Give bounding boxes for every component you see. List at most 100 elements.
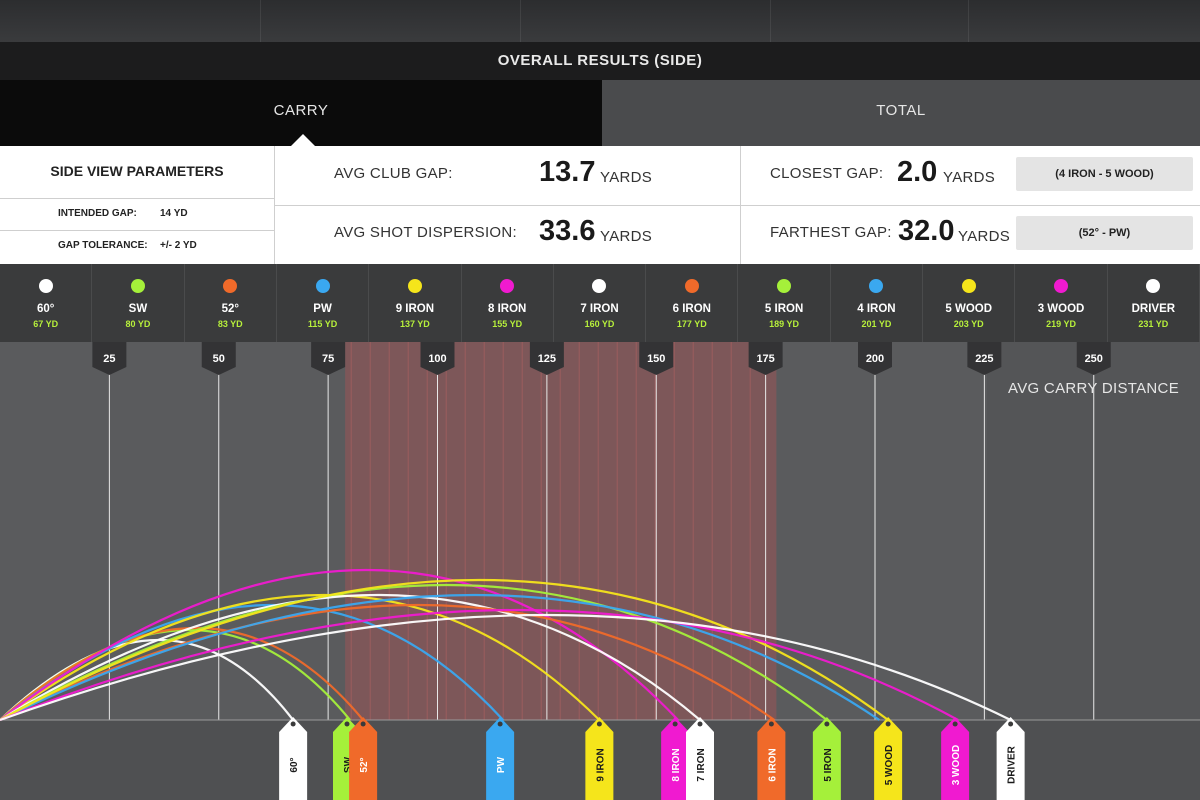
club-name: 6 IRON	[672, 303, 711, 315]
landing-tag-shape	[996, 717, 1025, 800]
club-selector-52[interactable]: 52° 83 YD	[185, 264, 277, 342]
avg-club-gap-value: 13.7	[539, 156, 596, 188]
club-selector-7-iron[interactable]: 7 IRON 160 YD	[554, 264, 647, 342]
landing-tag-hole	[360, 721, 366, 727]
landing-tag: 8 IRON	[661, 717, 690, 800]
landing-tag-label: PW	[496, 756, 507, 773]
tick-label: 200	[866, 353, 884, 365]
club-carry-distance: 189 YD	[769, 319, 800, 329]
club-selector-sw[interactable]: SW 80 YD	[92, 264, 185, 342]
landing-tag: 6 IRON	[757, 717, 786, 800]
landing-tag-shape	[585, 717, 614, 800]
tick-marker-shape	[311, 342, 346, 375]
landing-tag-label: 5 WOOD	[884, 745, 895, 786]
trajectory-9-iron	[0, 594, 601, 721]
tick-marker-shape	[639, 342, 674, 375]
tick-marker: 100	[420, 342, 455, 375]
club-name: SW	[128, 303, 148, 315]
farthest-gap-unit: YARDS	[958, 228, 1011, 245]
trajectory-4-iron	[0, 593, 880, 721]
landing-tag-label: 3 WOOD	[951, 745, 962, 786]
club-carry-distance: 115 YD	[307, 319, 338, 329]
club-color-dot	[130, 279, 145, 293]
trajectory-5-wood	[0, 578, 889, 721]
landing-tag-shape	[812, 717, 841, 800]
club-selector-5-wood[interactable]: 5 WOOD 203 YD	[923, 264, 1016, 342]
club-selector-bar: 60° 67 YD SW 80 YD 52° 83 YD PW 115 YD 9 IRON 137…	[0, 264, 1200, 342]
page-title: OVERALL RESULTS (SIDE)	[0, 42, 1200, 80]
club-selector-pw[interactable]: PW 115 YD	[277, 264, 370, 342]
club-carry-distance: 67 YD	[33, 319, 59, 329]
landing-tag: 5 WOOD	[874, 717, 903, 800]
club-carry-distance: 80 YD	[125, 319, 151, 329]
landing-tag-hole	[697, 721, 703, 727]
club-selector-driver[interactable]: DRIVER 231 YD	[1108, 264, 1200, 342]
club-color-dot	[961, 279, 976, 293]
club-name: DRIVER	[1131, 303, 1176, 315]
tick-marker: 150	[639, 342, 674, 375]
farthest-gap-label: FARTHEST GAP:	[770, 224, 892, 241]
club-name: 60°	[36, 303, 55, 315]
club-color-dot	[684, 279, 699, 293]
club-carry-distance: 177 YD	[676, 319, 707, 329]
tick-marker-shape	[529, 342, 564, 375]
landing-tag-shape	[874, 717, 903, 800]
landing-tag-shape	[486, 717, 515, 800]
club-color-dot	[592, 279, 607, 293]
club-name: 5 IRON	[764, 303, 804, 315]
tick-marker-shape	[748, 342, 783, 375]
club-carry-distance: 155 YD	[492, 319, 523, 329]
club-name: 3 WOOD	[1037, 303, 1085, 315]
landing-tag-shape	[349, 717, 378, 800]
landing-tag-label: 60°	[289, 757, 300, 772]
club-selector-3-wood[interactable]: 3 WOOD 219 YD	[1015, 264, 1108, 342]
landing-tag-label: DRIVER	[1007, 745, 1018, 784]
tick-label: 175	[756, 353, 774, 365]
tab-total[interactable]: TOTAL	[602, 80, 1200, 146]
landing-tag-label: 9 IRON	[595, 748, 606, 781]
tick-marker: 125	[529, 342, 564, 375]
club-selector-6-iron[interactable]: 6 IRON 177 YD	[646, 264, 739, 342]
intended-gap-row: INTENDED GAP: 14 YD	[0, 198, 274, 230]
club-selector-9-iron[interactable]: 9 IRON 137 YD	[369, 264, 462, 342]
tick-label: 100	[428, 353, 446, 365]
landing-tag-label: 6 IRON	[767, 748, 778, 781]
club-name: 7 IRON	[580, 303, 619, 315]
club-selector-8-iron[interactable]: 8 IRON 155 YD	[462, 264, 554, 342]
club-selector-4-iron[interactable]: 4 IRON 201 YD	[831, 264, 924, 342]
tick-marker: 250	[1076, 342, 1111, 375]
club-carry-distance: 160 YD	[584, 319, 615, 329]
tick-marker-shape	[967, 342, 1002, 375]
tick-marker-shape	[1076, 342, 1111, 375]
club-color-dot	[407, 279, 422, 293]
club-color-dot	[777, 279, 792, 293]
closest-gap-label: CLOSEST GAP:	[770, 165, 884, 182]
landing-tag: 3 WOOD	[941, 717, 970, 800]
landing-tag-label: 8 IRON	[671, 748, 682, 781]
landing-tag-hole	[885, 721, 891, 727]
active-tab-indicator	[291, 134, 315, 146]
avg-shot-dispersion-value: 33.6	[539, 215, 596, 247]
tick-label: 125	[538, 353, 556, 365]
tick-label: 75	[322, 353, 334, 365]
club-selector-60[interactable]: 60° 67 YD	[0, 264, 93, 342]
farthest-gap-clubs-badge: (52° - PW)	[1016, 216, 1193, 250]
closest-gap-unit: YARDS	[943, 169, 996, 186]
trajectory-6-iron	[0, 603, 776, 721]
trajectory-8-iron	[0, 569, 679, 721]
landing-tag-hole	[290, 721, 296, 727]
farthest-gap-value: 32.0	[898, 215, 955, 247]
club-color-dot	[223, 279, 238, 293]
landing-tag-hole	[344, 721, 350, 727]
club-color-dot	[500, 279, 515, 293]
gap-tolerance-value: +/- 2 YD	[160, 240, 197, 251]
club-color-dot	[38, 279, 53, 293]
landing-tag-hole	[672, 721, 678, 727]
intended-gap-value: 14 YD	[160, 208, 188, 219]
landing-tag-label: 52°	[359, 757, 370, 772]
stats-divider	[274, 205, 1200, 206]
landing-tag-hole	[596, 721, 602, 727]
gap-tolerance-label: GAP TOLERANCE:	[58, 240, 148, 251]
club-selector-5-iron[interactable]: 5 IRON 189 YD	[738, 264, 831, 342]
tick-marker: 75	[311, 342, 346, 375]
